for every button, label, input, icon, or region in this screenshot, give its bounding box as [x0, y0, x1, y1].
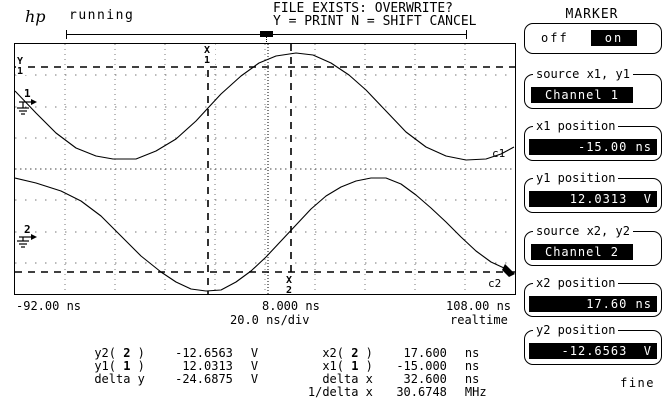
- source-x2-y2-group: source x2, y2 Channel 2: [524, 224, 662, 266]
- y2-label-close: ): [130, 346, 145, 360]
- x2-label: x2(: [322, 346, 352, 360]
- delta-y-unit: V: [250, 372, 259, 386]
- ch2-marker-arrow-icon: [31, 234, 37, 240]
- fine-mode-indicator: fine: [620, 376, 655, 390]
- inv-delta-x-value: 30.6748: [396, 385, 447, 399]
- trigger-position-stem: [266, 37, 267, 44]
- acquisition-bar-right-tick: [466, 30, 467, 39]
- graticule: Y 1 X 1 X 2 1: [14, 43, 516, 295]
- marker-off-option[interactable]: off: [541, 31, 569, 45]
- source-x2-y2-value[interactable]: Channel 2: [531, 244, 633, 260]
- y2-position-group: y2 position -12.6563 V: [524, 323, 662, 365]
- ch1-number-label: 1: [24, 87, 31, 100]
- delta-x-unit: ns: [464, 372, 480, 386]
- x2-position-legend: x2 position: [533, 276, 619, 290]
- marker-toggle-group: off on: [524, 23, 662, 54]
- y1-position-value[interactable]: 12.0313 V: [529, 191, 657, 207]
- x1-marker-num: 1: [204, 55, 210, 66]
- trigger-position-marker[interactable]: [260, 31, 273, 37]
- y1-channel: 1: [123, 359, 131, 373]
- x2-marker-label: X: [286, 275, 292, 286]
- timebase-per-div: 20.0 ns/div: [230, 313, 310, 327]
- y1-marker-label: Y: [17, 56, 23, 67]
- y1-label: y1(: [94, 359, 124, 373]
- x1-position-value[interactable]: -15.00 ns: [529, 139, 657, 155]
- axis-label-left: -92.00 ns: [16, 299, 82, 313]
- source-x1-y1-group: source x1, y1 Channel 1: [524, 67, 662, 109]
- x1-label-close: ): [358, 359, 373, 373]
- marker-menu-title: MARKER: [565, 7, 619, 22]
- y2-position-value[interactable]: -12.6563 V: [529, 343, 657, 359]
- source-x2-y2-legend: source x2, y2: [533, 224, 633, 238]
- source-x1-y1-legend: source x1, y1: [533, 67, 633, 81]
- y1-label-close: ): [130, 359, 145, 373]
- y1-value: 12.0313: [182, 359, 233, 373]
- source-x1-y1-value[interactable]: Channel 1: [531, 87, 633, 103]
- ch2-trace-arrowhead: [502, 264, 515, 277]
- ch1-marker-arrow-icon: [31, 99, 37, 105]
- delta-y-value: -24.6875: [175, 372, 233, 386]
- x1-marker-label: X: [204, 45, 210, 56]
- x2-position-value[interactable]: 17.60 ns: [529, 296, 657, 312]
- x2-label-close: ): [358, 346, 373, 360]
- x2-marker-num: 2: [286, 285, 292, 294]
- y1-position-group: y1 position 12.0313 V: [524, 171, 662, 213]
- x2-label-bg: [283, 274, 297, 294]
- x1-value: -15.000: [396, 359, 447, 373]
- x1-position-group: x1 position -15.00 ns: [524, 119, 662, 161]
- ch2-trace: [15, 177, 512, 292]
- overwrite-prompt-line2: Y = PRINT N = SHIFT CANCEL: [273, 14, 477, 29]
- c1-trace-label: c1: [492, 147, 505, 160]
- grid-lines: [15, 44, 515, 294]
- delta-x-value: 32.600: [403, 372, 447, 386]
- axis-label-right: 108.00 ns: [446, 299, 512, 313]
- y1-unit: V: [250, 359, 259, 373]
- ch1-ground-marker: [17, 101, 31, 115]
- y2-unit: V: [250, 346, 259, 360]
- delta-x-label: delta x: [322, 372, 373, 386]
- x1-unit: ns: [464, 359, 480, 373]
- y2-channel: 2: [123, 346, 131, 360]
- y2-value: -12.6563: [175, 346, 233, 360]
- inv-delta-x-label: 1/delta x: [307, 385, 373, 399]
- acquisition-mode: realtime: [450, 313, 508, 327]
- x1-channel: 1: [351, 359, 359, 373]
- delta-y-label: delta y: [94, 372, 145, 386]
- ch1-trace: [15, 52, 515, 161]
- x2-position-group: x2 position 17.60 ns: [524, 276, 662, 317]
- x2-channel: 2: [351, 346, 359, 360]
- inv-delta-x-unit: MHz: [464, 385, 487, 399]
- overwrite-prompt-line1: FILE EXISTS: OVERWRITE?: [273, 1, 454, 16]
- x1-label-bg: [201, 44, 215, 65]
- x1-label: x1(: [322, 359, 352, 373]
- y1-position-legend: y1 position: [533, 171, 619, 185]
- ch2-ground-marker: [17, 236, 31, 248]
- axis-label-center: 8.000 ns: [262, 299, 320, 313]
- y1-label-bg: [16, 55, 27, 75]
- c2-trace-label: c2: [488, 277, 501, 290]
- hp-logo: hp: [25, 7, 46, 26]
- y2-position-legend: y2 position: [533, 323, 619, 337]
- measurement-row: 1/delta x 30.6748 MHz: [0, 373, 560, 400]
- acquisition-bar-left-tick: [66, 30, 67, 39]
- marker-on-option[interactable]: on: [591, 30, 637, 46]
- x2-value: 17.600: [403, 346, 447, 360]
- y2-label: y2(: [94, 346, 124, 360]
- status-running: running: [69, 8, 135, 23]
- ch2-number-label: 2: [24, 223, 31, 236]
- x1-position-legend: x1 position: [533, 119, 619, 133]
- y1-marker-num: 1: [17, 66, 23, 77]
- x2-unit: ns: [464, 346, 480, 360]
